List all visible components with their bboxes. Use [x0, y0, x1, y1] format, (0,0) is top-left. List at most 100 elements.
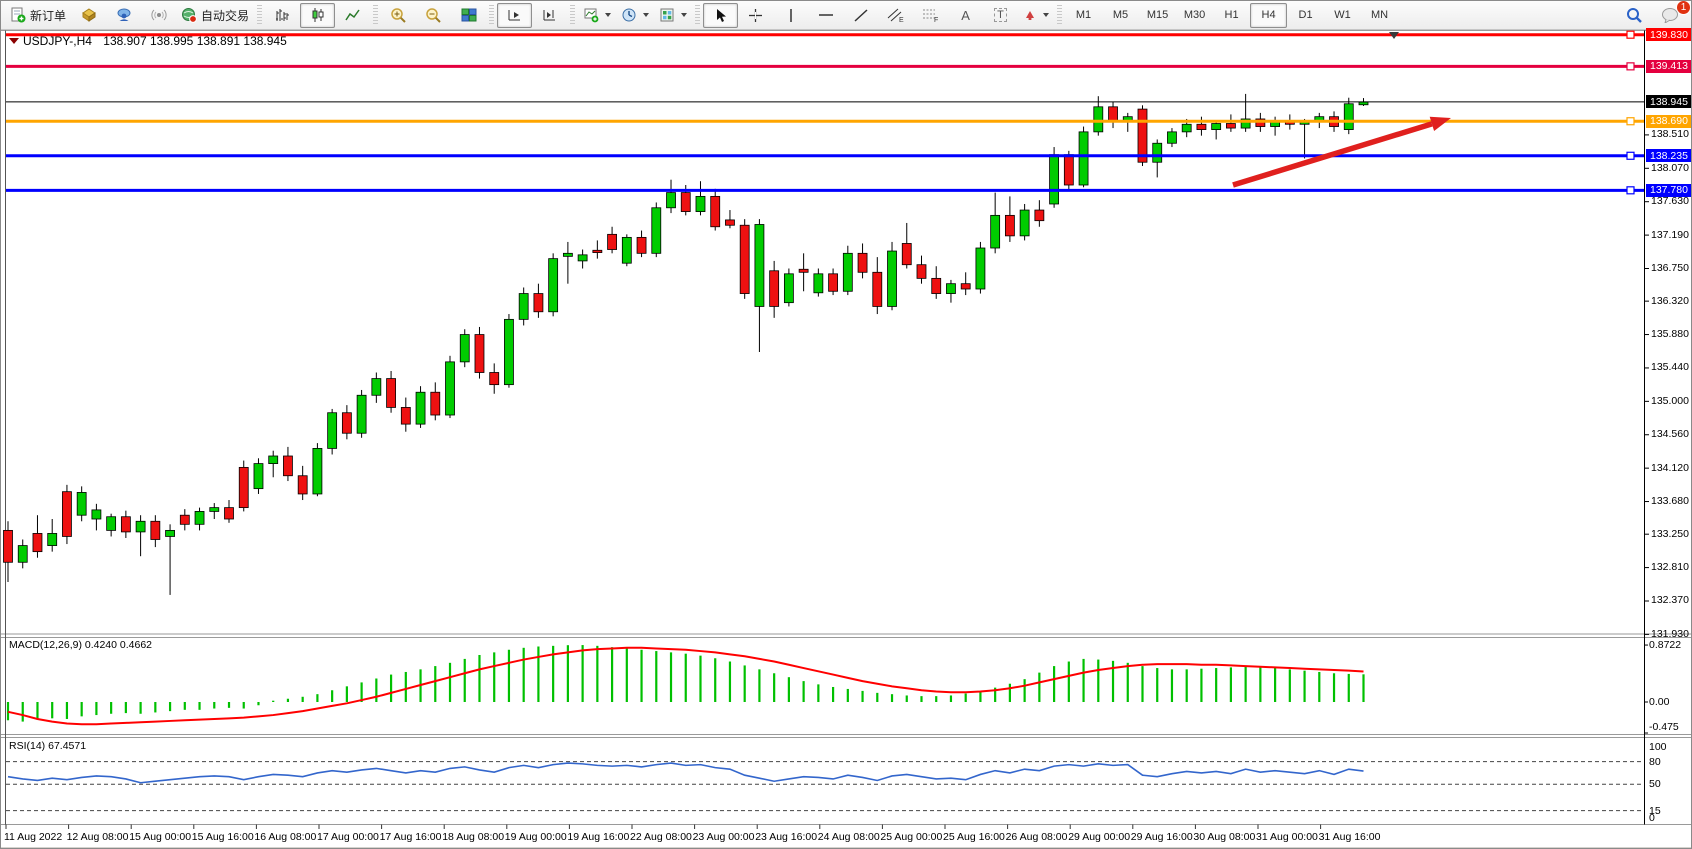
bar-chart-button[interactable] [265, 3, 300, 28]
window-bottom-edge [1, 847, 1691, 848]
vertical-line-icon [789, 8, 792, 22]
price-tick-label: 135.440 [1651, 361, 1689, 374]
candlestick-chart-button[interactable] [300, 2, 336, 28]
timeframe-bar: M1 M5 M15 M30 H1 H4 D1 W1 MN [1065, 2, 1398, 28]
tile-windows-icon [461, 8, 477, 22]
candle-body [1167, 131, 1177, 144]
timeframe-button-w1[interactable]: W1 [1334, 9, 1351, 21]
gold-box-icon [81, 8, 96, 22]
toolbar-grip [489, 5, 495, 25]
chart-area[interactable]: USDJPY-,H4 138.907 138.995 138.891 138.9… [1, 28, 1692, 849]
autotrade-button[interactable]: 自动交易 [176, 3, 254, 28]
candle-body [813, 273, 824, 294]
market-depth-button[interactable] [71, 3, 106, 28]
candle-body [253, 463, 264, 490]
candle-body [901, 243, 912, 266]
trend-arrow-head [1429, 116, 1451, 132]
candle-body [1343, 103, 1354, 130]
vline-tool-button[interactable] [773, 3, 808, 28]
price-tick-label: 133.250 [1651, 527, 1689, 540]
toolbar-grip [257, 5, 263, 25]
time-axis-label: 25 Aug 00:00 [880, 831, 943, 843]
line-handle[interactable] [1626, 151, 1635, 160]
price-line-badge: 139.830 [1646, 28, 1691, 42]
chart-shift-button[interactable] [497, 2, 533, 28]
candle-body [283, 455, 293, 477]
chart-symbol-period: USDJPY-,H4 [23, 34, 92, 48]
candle-body [1063, 154, 1074, 186]
price-tick-label: 132.810 [1651, 561, 1689, 574]
signals-button[interactable] [141, 3, 176, 28]
chart-canvas[interactable] [1, 30, 1692, 849]
notifications-button[interactable]: 1 [1652, 1, 1691, 28]
hline-tool-button[interactable] [808, 3, 843, 28]
arrows-icon [1026, 11, 1035, 20]
price-tick-label: 131.930 [1651, 627, 1689, 640]
community-button[interactable] [106, 3, 141, 28]
arrows-tool-button[interactable] [1018, 3, 1054, 28]
timeframe-button-m15[interactable]: M15 [1146, 9, 1169, 21]
text-label-tool-button[interactable]: T [983, 3, 1018, 28]
macd-values: 0.4240 0.4662 [84, 639, 153, 651]
zoom-out-button[interactable] [416, 3, 451, 28]
auto-scroll-button[interactable] [532, 3, 567, 28]
fibonacci-tool-button[interactable]: F [913, 3, 948, 28]
timeframe-button-mn[interactable]: MN [1370, 9, 1389, 21]
new-order-button[interactable]: 新订单 [5, 3, 71, 28]
text-tool-button[interactable]: A [948, 3, 983, 28]
candle-body [518, 293, 529, 320]
candle-body [62, 491, 72, 537]
zoom-in-button[interactable] [381, 3, 416, 28]
candle-body [887, 250, 897, 307]
new-order-label: 新订单 [30, 8, 67, 23]
new-chart-button[interactable] [578, 3, 616, 28]
line-handle[interactable] [1626, 186, 1635, 195]
clock-icon [622, 8, 636, 22]
channel-tool-button[interactable]: E [878, 3, 913, 28]
candle-body [17, 545, 28, 563]
trendline-tool-button[interactable] [843, 3, 878, 28]
macd-axis-label: 0.00 [1649, 696, 1670, 708]
candle-body [297, 475, 308, 495]
timeframe-button-h4[interactable]: H4 [1250, 2, 1288, 28]
collapse-triangle-icon[interactable] [9, 38, 19, 44]
crosshair-icon [749, 8, 763, 22]
label-tool-letter: T [994, 8, 1007, 22]
timeframe-button-h1[interactable]: H1 [1224, 9, 1239, 21]
timeframe-button-m30[interactable]: M30 [1183, 9, 1206, 21]
crosshair-tool-button[interactable] [738, 3, 773, 28]
candle-body [916, 264, 927, 279]
search-button[interactable] [1617, 3, 1652, 28]
templates-button[interactable] [654, 3, 692, 28]
candle-body [1049, 154, 1059, 205]
candle-body [960, 283, 971, 290]
periods-button[interactable] [616, 3, 654, 28]
price-tick-label: 134.560 [1651, 428, 1689, 441]
timeframe-button-d1[interactable]: D1 [1298, 9, 1313, 21]
macd-axis-label: 0.8722 [1649, 639, 1682, 652]
price-line-badge: 138.945 [1646, 95, 1691, 109]
line-handle[interactable] [1626, 117, 1635, 126]
line-handle[interactable] [1626, 30, 1635, 39]
rsi-label: RSI(14) 67.4571 [9, 740, 87, 752]
line-handle[interactable] [1626, 62, 1635, 71]
timeframe-button-m1[interactable]: M1 [1075, 9, 1092, 21]
candlestick-icon [312, 8, 324, 22]
candle-body [474, 334, 485, 373]
timeframe-button-m5[interactable]: M5 [1112, 9, 1129, 21]
cursor-tool-button[interactable] [703, 2, 739, 28]
candle-body [872, 271, 883, 307]
tile-windows-button[interactable] [451, 3, 486, 28]
chart-ohlc-values: 138.907 138.995 138.891 138.945 [103, 34, 287, 48]
toolbar-grip [570, 5, 576, 25]
trend-arrow[interactable] [1232, 121, 1433, 188]
candle-body [76, 492, 87, 516]
candle-body [327, 412, 338, 449]
cursor-icon [716, 8, 726, 22]
line-chart-button[interactable] [335, 3, 370, 28]
toolbar-grip [695, 5, 701, 25]
price-tick-label: 135.000 [1651, 394, 1689, 407]
price-tick-label: 138.510 [1651, 128, 1689, 141]
candle-body [1108, 106, 1118, 123]
